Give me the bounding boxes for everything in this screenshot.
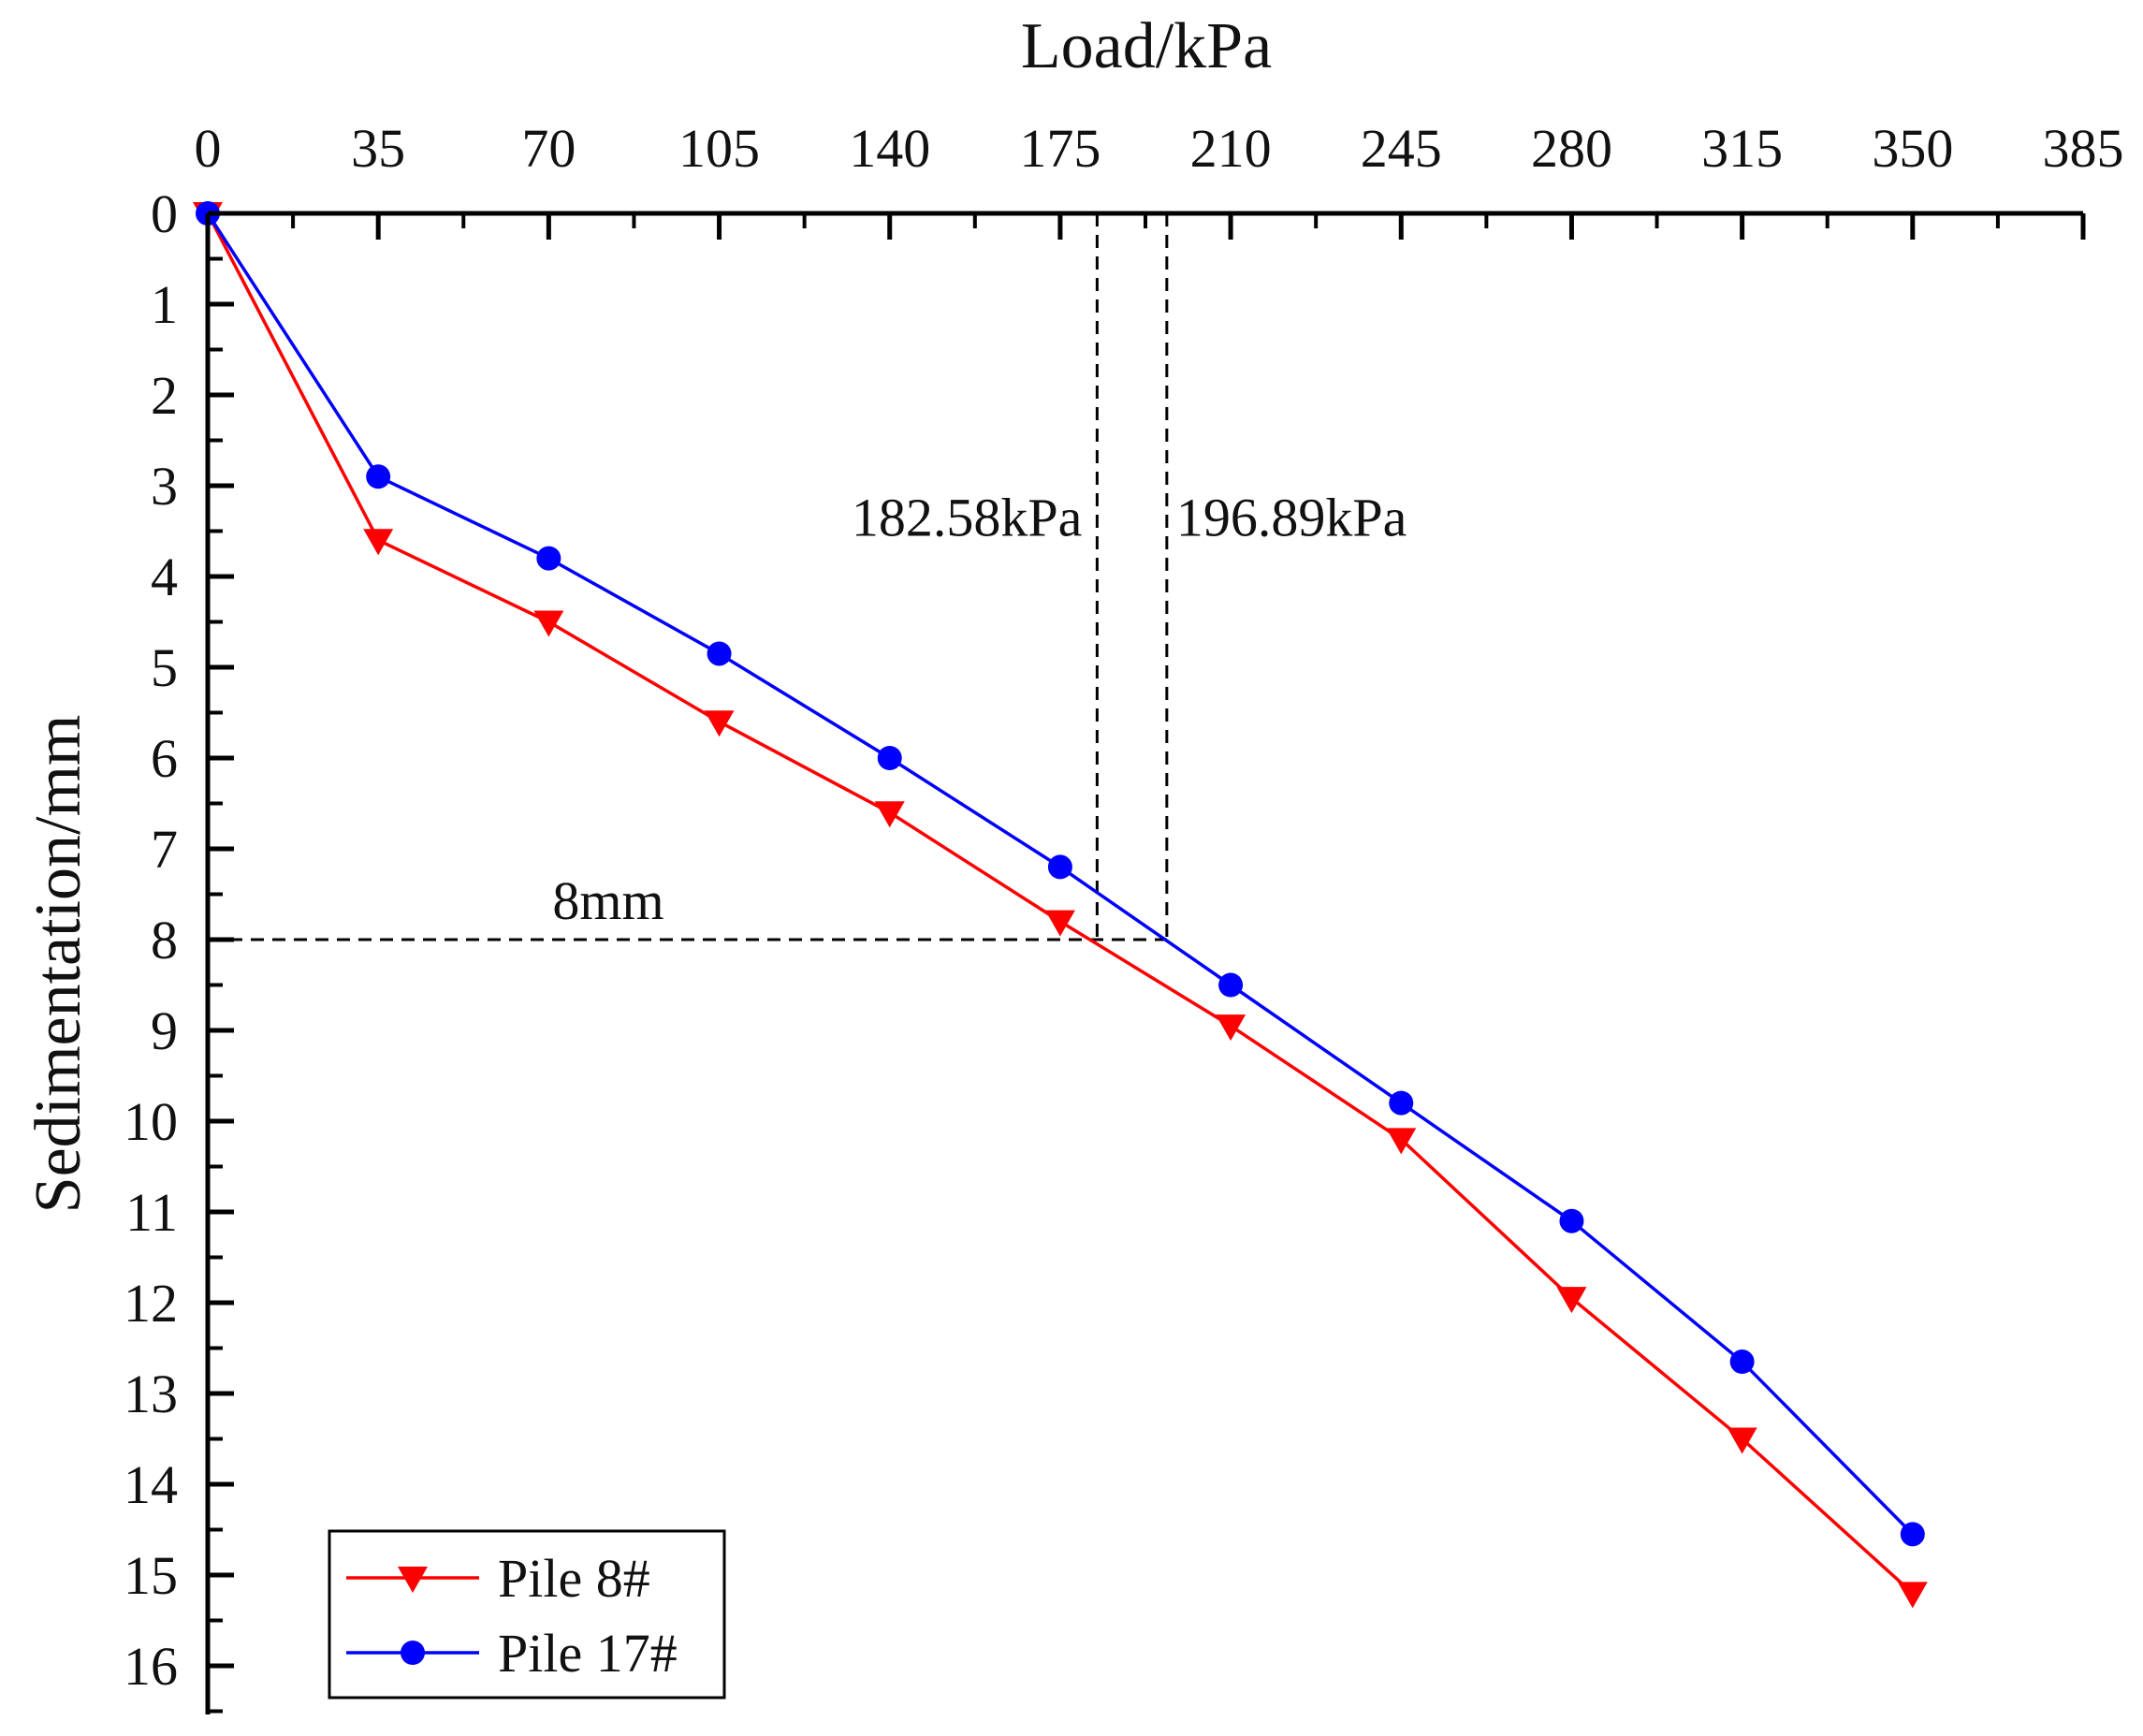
data-point-series-1 xyxy=(533,610,564,637)
series-layer xyxy=(193,201,1928,1609)
y-tick-label: 15 xyxy=(124,1545,178,1606)
data-point-series-2 xyxy=(1900,1522,1925,1547)
data-point-series-1 xyxy=(1044,910,1075,937)
legend-marker xyxy=(398,1567,428,1593)
x-tick-label: 175 xyxy=(1019,118,1101,179)
data-point-series-2 xyxy=(1559,1208,1584,1233)
text-labels: Load/kPa Sedimentation/mm 0 35 70 105 140 175… xyxy=(22,10,2124,1697)
x-tick-label: 140 xyxy=(849,118,930,179)
y-tick-label: 14 xyxy=(124,1454,178,1515)
x-tick-label: 385 xyxy=(2043,118,2124,179)
data-point-series-1 xyxy=(1556,1287,1587,1314)
x-tick-label: 210 xyxy=(1190,118,1272,179)
x-tick-label: 0 xyxy=(195,118,222,179)
data-point-series-1 xyxy=(704,710,735,737)
data-point-series-1 xyxy=(1216,1014,1246,1042)
data-point-series-2 xyxy=(707,641,732,666)
data-point-series-1 xyxy=(1727,1427,1757,1454)
legend-label: Pile 17# xyxy=(498,1623,678,1684)
y-tick-label: 1 xyxy=(151,274,178,335)
data-point-series-2 xyxy=(1047,854,1072,880)
data-point-series-1 xyxy=(874,801,905,828)
data-point-series-2 xyxy=(366,464,391,489)
data-point-series-1 xyxy=(1386,1128,1417,1155)
series-line-1 xyxy=(206,212,1914,1595)
x-tick-label: 315 xyxy=(1701,118,1783,179)
y-tick-label: 6 xyxy=(151,728,178,789)
reference-label-settlement: 8mm xyxy=(552,870,663,931)
legend-box xyxy=(328,1529,726,1700)
data-point-series-2 xyxy=(1218,972,1244,998)
y-tick-label: 9 xyxy=(151,1000,178,1061)
x-tick-label: 70 xyxy=(521,118,576,179)
x-tick-label: 105 xyxy=(678,118,760,179)
y-tick-label: 13 xyxy=(124,1364,178,1424)
data-point-series-2 xyxy=(877,746,902,770)
y-tick-label: 3 xyxy=(151,456,178,517)
y-tick-label: 7 xyxy=(151,819,178,880)
x-tick-label: 35 xyxy=(351,118,405,179)
legend-marker xyxy=(401,1641,425,1665)
x-tick-label: 245 xyxy=(1361,118,1442,179)
legend-label: Pile 8# xyxy=(498,1548,650,1609)
x-tick-label: 350 xyxy=(1872,118,1953,179)
data-point-series-2 xyxy=(536,546,561,571)
y-tick-label: 10 xyxy=(124,1091,178,1152)
x-axis-title: Load/kPa xyxy=(1021,10,1272,82)
reference-lines xyxy=(208,213,1169,941)
reference-label-load: 182.58kPa xyxy=(852,487,1083,547)
axes xyxy=(205,211,2086,1714)
data-point-series-2 xyxy=(1389,1090,1414,1116)
y-tick-label: 16 xyxy=(124,1636,178,1697)
legend: Pile 8# Pile 17# xyxy=(328,1529,726,1700)
y-axis-title: Sedimentation/mm xyxy=(22,715,95,1214)
data-point-series-2 xyxy=(1729,1349,1755,1375)
y-tick-label: 0 xyxy=(151,183,178,244)
y-tick-label: 4 xyxy=(151,547,178,607)
y-tick-label: 5 xyxy=(151,637,178,698)
data-point-series-1 xyxy=(1897,1582,1928,1609)
reference-label-load: 196.89kPa xyxy=(1176,487,1407,547)
y-tick-label: 8 xyxy=(151,910,178,970)
y-tick-label: 11 xyxy=(125,1182,178,1243)
y-tick-label: 12 xyxy=(124,1273,178,1334)
y-tick-label: 2 xyxy=(151,365,178,426)
x-tick-label: 280 xyxy=(1531,118,1612,179)
data-point-series-1 xyxy=(363,529,394,556)
